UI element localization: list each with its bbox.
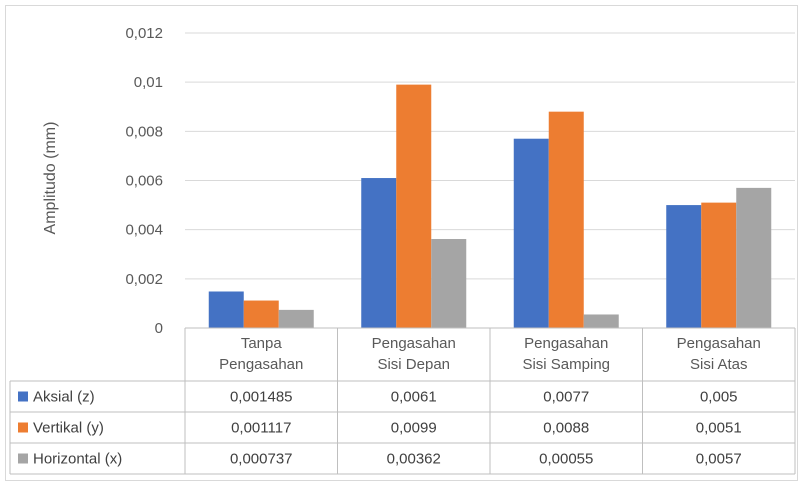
legend-entry: Horizontal (x) <box>33 451 122 468</box>
bar <box>666 205 702 328</box>
data-label: 0,0088 <box>543 420 589 437</box>
bar <box>583 314 619 328</box>
bar <box>278 309 314 328</box>
legend-entry: Vertikal (y) <box>33 420 104 437</box>
category-label: Pengasahan <box>524 335 608 352</box>
bars <box>208 84 772 329</box>
bar <box>243 300 279 328</box>
category-label: Pengasahan <box>677 335 761 352</box>
data-label: 0,001485 <box>230 389 293 406</box>
legend-swatch <box>18 391 28 402</box>
data-table: Tanpa Pengasahan Pengasahan Sisi Depan Penga… <box>9 327 796 475</box>
bar <box>208 291 244 328</box>
y-axis-ticks: 0 0,002 0,004 0,006 0,008 0,01 0,012 <box>125 25 163 337</box>
category-label: Pengasahan <box>372 335 456 352</box>
data-label: 0,001117 <box>231 420 291 437</box>
data-label: 0,005 <box>700 389 738 406</box>
y-tick-label: 0,01 <box>134 74 163 91</box>
data-label: 0,0099 <box>391 420 437 437</box>
legend-entry: Aksial (z) <box>33 389 95 406</box>
data-label: 0,0061 <box>391 389 437 406</box>
data-label: 0,00055 <box>539 451 593 468</box>
bar <box>513 138 549 328</box>
y-tick-label: 0,004 <box>125 222 163 239</box>
data-label: 0,0057 <box>696 451 742 468</box>
legend-swatch <box>18 453 28 464</box>
data-label: 0,000737 <box>230 451 293 468</box>
data-label: 0,0051 <box>696 420 742 437</box>
category-label: Sisi Atas <box>690 356 748 373</box>
category-label: Sisi Samping <box>522 356 610 373</box>
y-tick-label: 0 <box>155 320 163 337</box>
category-label: Tanpa <box>241 335 283 352</box>
y-tick-label: 0,006 <box>125 173 163 190</box>
data-label: 0,0077 <box>543 389 589 406</box>
bar <box>396 84 432 328</box>
y-tick-label: 0,008 <box>125 123 163 140</box>
data-label: 0,00362 <box>387 451 441 468</box>
y-axis-label: Amplitudo (mm) <box>42 122 59 235</box>
category-label: Sisi Depan <box>377 356 450 373</box>
y-tick-label: 0,012 <box>125 25 163 42</box>
bar <box>431 239 467 328</box>
bar <box>361 178 397 328</box>
category-label: Pengasahan <box>219 356 303 373</box>
bar <box>736 187 772 328</box>
y-tick-label: 0,002 <box>125 271 163 288</box>
bar <box>701 202 737 328</box>
bar <box>548 111 584 329</box>
legend-swatch <box>18 422 28 433</box>
